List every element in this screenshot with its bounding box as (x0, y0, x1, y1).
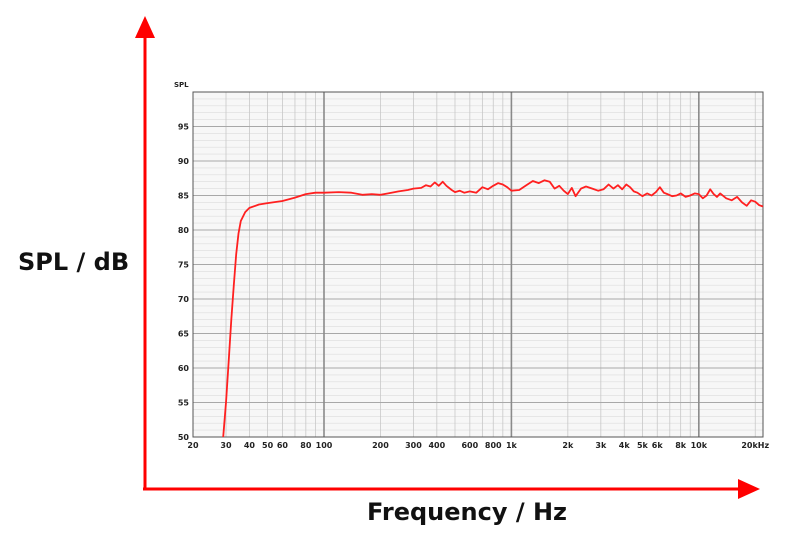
y-tick-label: 85 (178, 192, 190, 201)
x-tick-label: 40 (244, 441, 256, 450)
x-tick-label: 400 (428, 441, 445, 450)
y-tick-label: 80 (178, 226, 190, 235)
y-tick-label: 95 (178, 123, 190, 132)
x-tick-label: 5k (637, 441, 649, 450)
x-tick-label: 600 (461, 441, 478, 450)
y-tick-label: 65 (178, 330, 190, 339)
plot-frame (192, 91, 764, 438)
x-tick-label: 2k (562, 441, 574, 450)
y-tick-label: 75 (178, 261, 190, 270)
y-tick-label: 55 (178, 399, 190, 408)
x-axis-title: Frequency / Hz (367, 498, 568, 526)
y-tick-label: 70 (178, 295, 190, 304)
x-tick-labels: 20 30 40 50 60 80 100 200 300 400 600 800 1k 2k 3k 4k 5k… (187, 441, 769, 450)
x-tick-label: 300 (405, 441, 422, 450)
minor-gridlines (193, 92, 763, 437)
x-tick-label: 20kHz (741, 441, 769, 450)
x-tick-label: 6k (652, 441, 664, 450)
series-layer (222, 179, 764, 438)
x-tick-label: 20 (187, 441, 199, 450)
x-tick-label: 10k (691, 441, 708, 450)
x-tick-label: 800 (485, 441, 502, 450)
x-tick-label: 60 (277, 441, 289, 450)
y-axis-unit-label: SPL (174, 81, 189, 89)
y-axis-title: SPL / dB (18, 248, 130, 276)
y-tick-label: 60 (178, 364, 190, 373)
x-tick-label: 8k (675, 441, 687, 450)
x-tick-label: 1k (506, 441, 518, 450)
outer-y-axis-arrowhead (135, 16, 155, 38)
x-tick-label: 100 (316, 441, 333, 450)
x-tick-label: 50 (262, 441, 274, 450)
spl-response-line (222, 179, 764, 438)
y-tick-labels: 50 55 60 65 70 75 80 85 90 95 (178, 123, 190, 443)
y-tick-label: 90 (178, 157, 190, 166)
x-tick-label: 30 (220, 441, 232, 450)
outer-axes (135, 16, 760, 499)
plot-border (192, 91, 764, 438)
x-tick-label: 4k (619, 441, 631, 450)
x-tick-label: 200 (372, 441, 389, 450)
x-tick-label: 80 (300, 441, 312, 450)
outer-x-axis-arrowhead (738, 479, 760, 499)
y-tick-label: 50 (178, 433, 190, 442)
x-tick-label: 3k (595, 441, 607, 450)
